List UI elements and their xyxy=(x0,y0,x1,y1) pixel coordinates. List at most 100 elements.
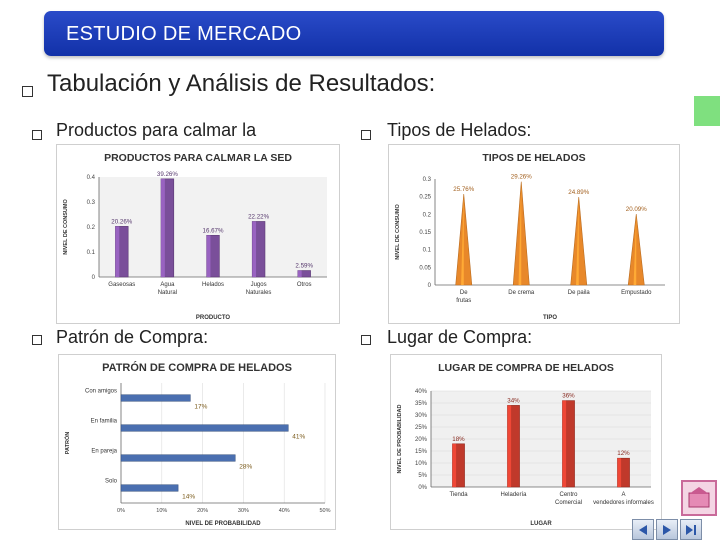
y-tick-label: En pareja xyxy=(91,449,117,455)
data-label: 16.67% xyxy=(203,227,224,234)
bar xyxy=(120,424,289,432)
return-icon xyxy=(688,487,710,508)
x-axis-title: PRODUCTO xyxy=(196,315,231,321)
arrow-left-icon xyxy=(639,524,647,535)
subsection-products: Productos para calmar la xyxy=(56,120,257,140)
y-tick-label: 10% xyxy=(415,461,428,467)
subsection-purchase-place: Lugar de Compra: xyxy=(387,327,533,347)
bar xyxy=(297,270,311,278)
y-tick-label: 0.05 xyxy=(419,265,431,271)
data-label: 39.26% xyxy=(157,171,178,178)
side-accent xyxy=(694,96,720,126)
bullet-icon xyxy=(32,130,42,140)
x-axis-title: LUGAR xyxy=(530,521,552,527)
y-tick-label: 0.3 xyxy=(423,177,432,183)
x-tick-label: De paila xyxy=(568,290,591,296)
chart-products: PRODUCTOS PARA CALMAR LA SED 0 0.1 0.2 0.3 0.… xyxy=(56,144,340,324)
data-label: 17% xyxy=(194,403,207,410)
data-label: 18% xyxy=(452,436,465,443)
chart-purchase-pattern: PATRÓN DE COMPRA DE HELADOS 0% 10% 20% 30% 40… xyxy=(58,354,336,530)
y-tick-label: 5% xyxy=(418,473,427,479)
x-tick-label: 20% xyxy=(197,508,208,514)
data-label: 34% xyxy=(507,397,520,404)
x-tick-label: Tienda xyxy=(449,492,468,498)
slide-navigation xyxy=(632,519,720,540)
arrow-right-icon xyxy=(663,524,671,535)
y-axis-title: PATRÓN xyxy=(63,432,71,454)
data-label: 20.09% xyxy=(626,206,647,213)
y-tick-label: 40% xyxy=(415,389,428,395)
bar-highlight xyxy=(576,197,579,285)
previous-button[interactable] xyxy=(632,519,654,540)
bar-highlight xyxy=(633,214,637,285)
arrow-end-icon xyxy=(686,524,696,535)
y-tick-label: 0.15 xyxy=(419,230,431,236)
y-tick-label: 25% xyxy=(415,425,428,431)
data-label: 41% xyxy=(292,433,305,440)
x-tick-label: Otros xyxy=(297,282,312,288)
bar-highlight xyxy=(461,193,464,285)
y-axis-title: NIVEL DE CONSUMO xyxy=(63,199,69,255)
subsection-ice-cream-types: Tipos de Helados: xyxy=(387,120,532,140)
data-label: 20.26% xyxy=(111,218,132,225)
y-tick-label: 0 xyxy=(92,275,96,281)
section-heading: Tabulación y Análisis de Resultados: xyxy=(47,70,436,97)
return-button[interactable] xyxy=(681,480,717,516)
y-axis-title: NIVEL DE PROBABILIDAD xyxy=(397,404,403,473)
y-tick-label: Con amigos xyxy=(85,389,117,395)
bar-highlight xyxy=(297,270,302,277)
y-tick-label: 0.1 xyxy=(87,250,96,256)
bar-highlight xyxy=(507,405,512,487)
bar-highlight xyxy=(161,178,165,277)
next-button[interactable] xyxy=(656,519,678,540)
data-label: 29.26% xyxy=(511,174,532,181)
x-tick-label: De frutas xyxy=(456,290,471,304)
data-label: 2.59% xyxy=(295,263,313,270)
y-axis-title: NIVEL DE CONSUMO xyxy=(395,204,401,260)
bullet-icon xyxy=(361,130,371,140)
y-tick-label: 35% xyxy=(415,401,428,407)
data-label: 14% xyxy=(182,493,195,500)
data-label: 25.76% xyxy=(453,186,474,193)
bar xyxy=(120,454,236,462)
bar-highlight xyxy=(617,458,622,487)
data-label: 28% xyxy=(239,463,252,470)
y-tick-label: 0.3 xyxy=(87,200,96,206)
y-tick-label: 0% xyxy=(418,485,427,491)
y-tick-label: 0.4 xyxy=(87,175,96,181)
y-tick-label: 20% xyxy=(415,437,428,443)
x-tick-label: Centro Comercial xyxy=(555,492,582,506)
data-label: 24.89% xyxy=(568,189,589,196)
bullet-icon xyxy=(32,335,42,345)
end-button[interactable] xyxy=(680,519,702,540)
bar-highlight xyxy=(518,181,522,285)
chart-ice-cream-types: TIPOS DE HELADOS 0 0.05 0.1 0.15 0.2 0.25 0.3 25… xyxy=(388,144,680,324)
bar-highlight xyxy=(206,235,211,277)
chart-purchase-place: LUGAR DE COMPRA DE HELADOS 0% 5% 10% 15% 20% 2… xyxy=(390,354,662,530)
chart-title: TIPOS DE HELADOS xyxy=(482,152,585,164)
x-tick-label: Agua Natural xyxy=(158,282,177,296)
y-tick-label: 0.1 xyxy=(423,248,432,254)
bullet-icon xyxy=(361,335,371,345)
slide-title: ESTUDIO DE MERCADO xyxy=(66,23,302,45)
x-tick-label: Jugos Naturales xyxy=(246,282,272,296)
y-tick-label: En familia xyxy=(91,419,118,425)
chart-title: LUGAR DE COMPRA DE HELADOS xyxy=(438,362,614,374)
chart-title: PRODUCTOS PARA CALMAR LA SED xyxy=(104,152,292,164)
y-tick-label: 0 xyxy=(428,283,432,289)
x-tick-label: 0% xyxy=(117,508,125,514)
y-tick-label: 0.2 xyxy=(87,225,96,231)
chart-title: PATRÓN DE COMPRA DE HELADOS xyxy=(102,361,292,374)
x-axis-title: NIVEL DE PROBABILIDAD xyxy=(185,521,261,527)
x-tick-label: Heladería xyxy=(500,492,527,498)
x-tick-label: Empustado xyxy=(621,290,652,296)
x-tick-label: 10% xyxy=(156,508,167,514)
y-tick-label: 0.25 xyxy=(419,195,431,201)
bar-highlight xyxy=(452,443,457,487)
subsection-purchase-pattern: Patrón de Compra: xyxy=(56,327,209,347)
y-tick-label: 15% xyxy=(415,449,428,455)
x-tick-label: Helados xyxy=(202,282,224,288)
x-tick-label: 40% xyxy=(279,508,290,514)
